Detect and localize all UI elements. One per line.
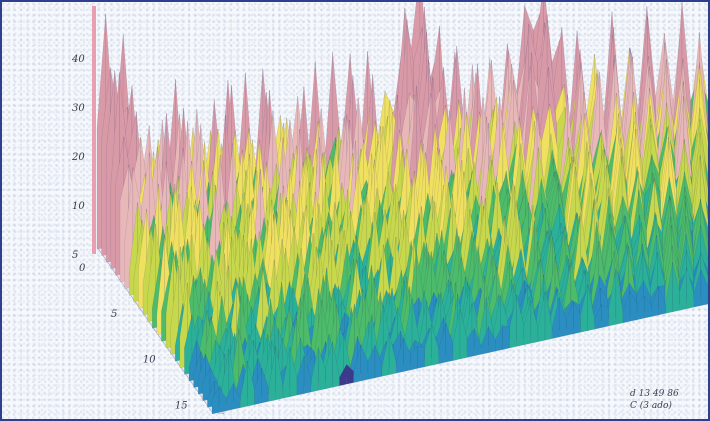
y-tick-label: 0: [79, 263, 86, 274]
surface-facet: [601, 304, 610, 328]
surface-facet: [417, 345, 425, 369]
surface-facet: [700, 269, 708, 306]
surface-ridges: [96, 2, 708, 415]
y-tick-label: 15: [175, 401, 188, 412]
z-tick-label: 5: [72, 250, 78, 261]
y-axis: 0 5 10 15: [79, 263, 188, 412]
z-tick-label: 20: [71, 152, 85, 163]
y-tick-label: 10: [143, 355, 156, 366]
z-tick-label: 30: [72, 103, 85, 114]
z-tick-label: 40: [71, 54, 85, 65]
corner-note-line-1: d 13 49 86: [630, 389, 679, 399]
z-tick-label: 10: [72, 201, 85, 212]
z-axis: 5 10 20 30 40: [71, 6, 96, 261]
surface-facet: [502, 325, 510, 350]
y-tick-label: 5: [111, 309, 117, 320]
corner-note-line-2: C (3 ado): [630, 400, 672, 411]
